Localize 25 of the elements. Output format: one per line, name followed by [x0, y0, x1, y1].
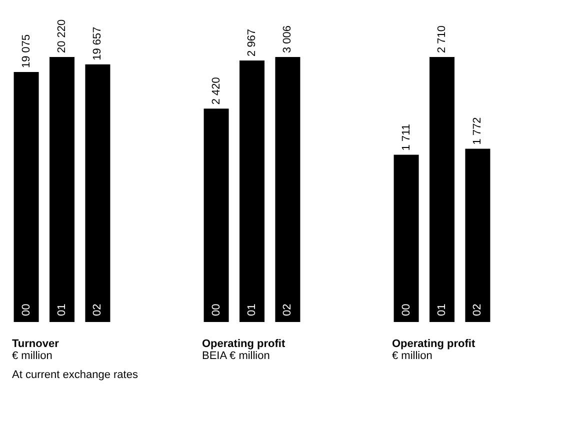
x-tick-label: 01: [246, 304, 258, 316]
data-label: 3 006: [282, 25, 294, 53]
text: At current exchange rates: [12, 369, 138, 381]
text: € million: [392, 350, 432, 362]
text: BEIA € million: [202, 350, 270, 362]
x-tick-label: 02: [282, 304, 294, 316]
x-tick-label: 01: [56, 304, 68, 316]
data-label: 1 772: [472, 117, 484, 145]
data-label: 2 967: [246, 28, 258, 56]
text: Operating profit: [202, 338, 286, 350]
text: Operating profit: [392, 338, 476, 350]
x-tick-label: 02: [92, 304, 104, 316]
x-tick-label: 01: [436, 304, 448, 316]
x-tick-label: 02: [472, 304, 484, 316]
data-label: 2 420: [210, 77, 222, 105]
text: Turnover: [12, 338, 60, 350]
data-label: 2 710: [436, 25, 448, 53]
data-label: 20 220: [56, 19, 68, 53]
data-label: 1 711: [400, 124, 412, 151]
x-tick-label: 00: [210, 304, 222, 316]
x-tick-label: 00: [400, 304, 412, 316]
data-label: 19 657: [92, 26, 104, 60]
data-label: 19 075: [20, 34, 32, 68]
text: € million: [12, 350, 52, 362]
x-tick-label: 00: [20, 304, 32, 316]
